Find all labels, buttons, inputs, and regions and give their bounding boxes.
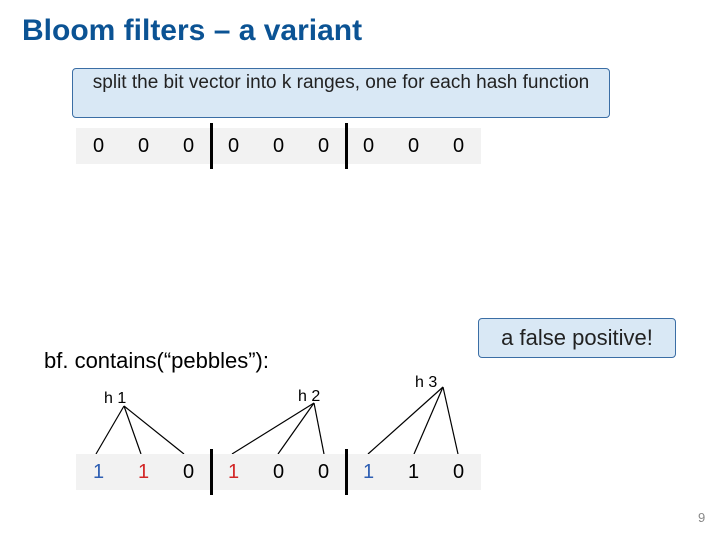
bit-vector-row-2: 110100110 [76, 454, 481, 490]
slide-title: Bloom filters – a variant [22, 14, 698, 48]
caption-box: split the bit vector into k ranges, one … [72, 68, 610, 118]
bit-cell: 0 [211, 128, 256, 164]
bit-cell: 0 [76, 128, 121, 164]
bit-cell: 0 [166, 454, 211, 490]
range-divider [345, 449, 348, 495]
bit-cell: 1 [121, 454, 166, 490]
bit-cell: 0 [301, 454, 346, 490]
bit-cell: 0 [166, 128, 211, 164]
bit-cell: 0 [346, 128, 391, 164]
bit-vector-row-1: 000000000 [76, 128, 481, 164]
bit-cell: 0 [256, 454, 301, 490]
false-positive-text: a false positive! [501, 325, 653, 351]
bit-cell: 0 [436, 128, 481, 164]
bit-cell: 0 [121, 128, 166, 164]
page-number: 9 [698, 510, 705, 525]
range-divider [210, 449, 213, 495]
range-divider [210, 123, 213, 169]
bit-cell: 0 [301, 128, 346, 164]
bit-cell: 0 [256, 128, 301, 164]
contains-expression: bf. contains(“pebbles”): [44, 348, 269, 374]
bit-cell: 0 [436, 454, 481, 490]
hash-label-h3: h 3 [415, 374, 437, 392]
bit-cell: 1 [391, 454, 436, 490]
caption-text: split the bit vector into k ranges, one … [93, 72, 589, 93]
hash-lines [76, 402, 506, 454]
bit-cell: 1 [76, 454, 121, 490]
bit-cell: 1 [346, 454, 391, 490]
range-divider [345, 123, 348, 169]
bit-cell: 0 [391, 128, 436, 164]
false-positive-box: a false positive! [478, 318, 676, 358]
bit-cell: 1 [211, 454, 256, 490]
